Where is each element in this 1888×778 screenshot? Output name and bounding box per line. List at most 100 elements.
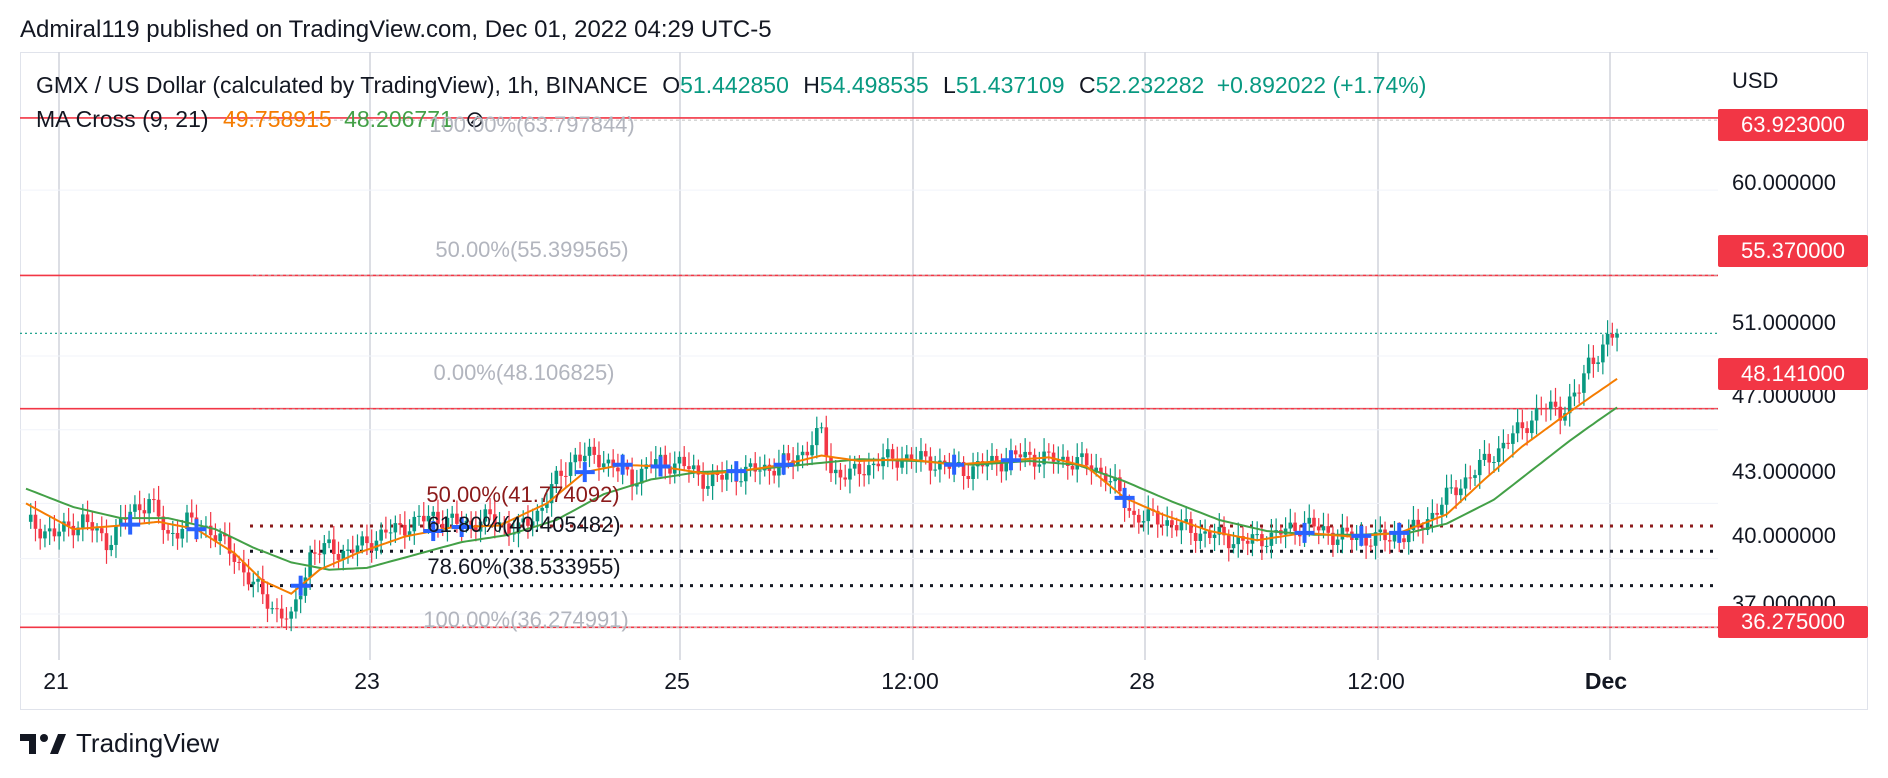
candle-body [142,510,147,514]
candle-body [1013,450,1018,455]
candle-body [1094,467,1098,472]
candle-body [1558,406,1563,421]
candle-body [464,520,469,528]
candle-body [1174,525,1179,531]
candle-body [639,468,644,484]
candle-body [322,543,327,555]
symbol-legend[interactable]: GMX / US Dollar (calculated by TradingVi… [36,72,1426,99]
fib-label: 50.00%(41.774092) [426,482,620,507]
candle-body [85,514,90,523]
candle-body [1321,526,1326,531]
candle-body [137,504,142,511]
candle-body [407,531,412,536]
candle-body [1335,539,1340,545]
candle-body [1255,534,1259,536]
candle-body [1539,408,1544,410]
candle-body [1326,526,1331,533]
candle-body [47,528,52,532]
candle-body [1047,451,1051,453]
candle-body [549,484,554,504]
candle-body [1454,487,1458,496]
candle-body [1118,477,1122,492]
candle-body [1515,422,1520,434]
candle-body [919,451,923,460]
candle-body [417,515,421,517]
hidden-eye-icon[interactable]: ⊘ [465,106,485,132]
candle-body [1501,442,1506,449]
candle-body [246,572,251,585]
candle-body [748,463,753,467]
candle-body [682,456,687,467]
candle-body [232,553,237,562]
candle-body [1198,533,1203,541]
candle-body [1217,526,1222,535]
candle-body [1596,362,1600,365]
candle-body [706,486,710,489]
candle-body [725,473,729,480]
candle-body [720,474,724,480]
candle-body [403,524,407,536]
candle-body [1506,442,1510,444]
candle-body [483,509,488,522]
indicator-name: MA Cross (9, 21) [36,106,209,132]
price-level-label[interactable]: 48.141000 [1718,358,1868,390]
symbol-title: GMX / US Dollar (calculated by TradingVi… [36,72,648,98]
x-tick-label: 12:00 [1347,668,1405,694]
candle-body [166,530,170,534]
candle-body [1099,467,1103,474]
candle-body [1084,453,1089,466]
candle-body [336,554,341,560]
indicator-legend[interactable]: MA Cross (9, 21) 49.758915 48.206771 ⊘ [36,106,484,133]
candle-body [871,463,876,466]
candle-body [388,532,393,534]
candle-body [62,521,66,532]
candle-body [900,460,904,468]
chart-grid [20,52,1718,660]
candle-body [1511,433,1515,444]
candle-body [1269,532,1274,546]
candle-body [265,594,270,609]
candle-body [876,463,881,467]
candle-body [398,523,402,525]
candle-body [1160,524,1165,526]
candle-body [1004,461,1009,472]
candle-body [350,549,355,553]
candle-body [843,477,848,480]
price-level-label[interactable]: 63.923000 [1718,109,1868,141]
candle-body [1525,428,1529,434]
candle-body [1222,526,1226,536]
candle-body [701,474,705,489]
candle-body [715,473,720,475]
candle-body [360,536,365,546]
candle-body [1577,392,1581,394]
candle-body [43,531,47,539]
candle-body [66,521,71,526]
candle-body [237,561,241,563]
candle-body [772,470,776,476]
candle-body [1444,487,1449,505]
candle-body [862,474,866,476]
candle-body [175,532,180,539]
candle-body [777,463,781,476]
candle-body [881,457,885,467]
candle-body [805,451,810,456]
candle-body [1406,529,1411,543]
price-level-label[interactable]: 55.370000 [1718,235,1868,267]
candle-body [118,517,123,527]
candle-body [1354,536,1359,541]
candle-body [928,456,933,471]
candle-body [852,463,857,469]
candle-body [990,455,994,463]
candle-body [365,536,369,544]
price-level-label[interactable]: 36.275000 [1718,606,1868,638]
candle-body [1482,453,1487,460]
candle-body [313,552,317,554]
candle-body [994,455,999,464]
horizontal-levels [20,117,1718,629]
candle-body [1023,451,1027,458]
footer-brand-label: TradingView [76,728,220,758]
candle-body [1316,526,1321,531]
footer-brand[interactable]: TradingView [20,728,219,759]
low-value: 51.437109 [955,72,1065,98]
